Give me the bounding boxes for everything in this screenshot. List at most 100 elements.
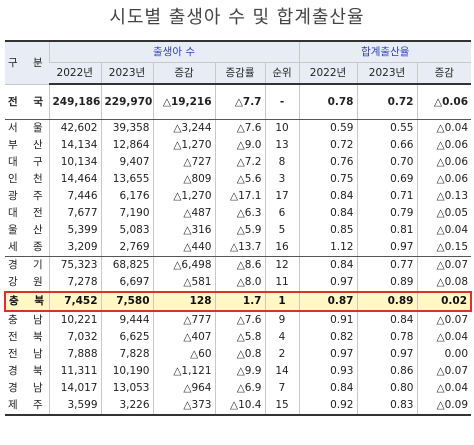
cell-birth-2023: 13,655: [100, 171, 153, 188]
cell-tfr-2023: 0.83: [356, 397, 417, 416]
cell-birth-2023: 10,190: [100, 363, 153, 380]
cell-birth-2022: 7,032: [48, 329, 101, 346]
cell-birth-2022: 42,602: [48, 119, 101, 137]
cell-tfr-2023: 0.55: [356, 119, 417, 137]
table-row: 대 구 10,134 9,407 △727 △7.2 8 0.76 0.70 △0.06: [5, 154, 472, 171]
table-row: 울 산 5,399 5,083 △316 △5.9 5 0.85 0.81 △0.04: [5, 222, 472, 239]
cell-tfr-diff: △0.06: [416, 171, 472, 188]
table-row: 인 천 14,464 13,655 △809 △5.6 3 0.75 0.69 △0.06: [5, 171, 472, 188]
cell-tfr-2023: 0.70: [356, 154, 417, 171]
cell-tfr-diff: △0.04: [416, 380, 472, 397]
cell-birth-2023: 3,226: [100, 397, 153, 416]
cell-tfr-2023: 0.84: [356, 311, 417, 329]
region-cell: 인 천: [8, 173, 49, 185]
cell-birth-rate: △5.6: [214, 171, 265, 188]
cell-tfr-2022: 0.84: [298, 380, 357, 397]
cell-birth-diff: △777: [152, 311, 215, 329]
table-row: 전 남 7,888 7,828 △60 △0.8 2 0.97 0.97 0.00: [5, 346, 472, 363]
header-gubun: 구 분: [5, 40, 49, 85]
table-row: 경 기 75,323 68,825 △6,498 △8.6 12 0.84 0.77 △0.07: [5, 256, 472, 274]
cell-birth-2022: 3,209: [48, 239, 101, 257]
cell-tfr-diff: △0.07: [416, 363, 472, 380]
cell-birth-rate: △9.0: [214, 137, 265, 154]
header-tfr-group: 합계출산율: [298, 40, 472, 63]
cell-birth-2022: 7,677: [48, 205, 101, 222]
header-col: 2022년: [49, 62, 101, 85]
cell-birth-diff: △727: [152, 154, 215, 171]
cell-tfr-diff: △0.07: [416, 256, 472, 274]
cell-tfr-2023: 0.72: [356, 84, 417, 120]
cell-rank: 17: [264, 188, 299, 205]
region-cell: 전 남: [8, 348, 49, 360]
cell-tfr-2022: 0.78: [298, 84, 357, 120]
cell-tfr-diff: △0.04: [416, 329, 472, 346]
cell-birth-2023: 68,825: [100, 256, 153, 274]
cell-birth-2023: 9,444: [100, 311, 153, 329]
cell-tfr-diff: △0.06: [416, 84, 472, 120]
cell-tfr-2023: 0.81: [356, 222, 417, 239]
cell-tfr-2023: 0.66: [356, 137, 417, 154]
header-col: 2023년: [100, 62, 153, 85]
cell-tfr-2022: 0.87: [298, 291, 357, 312]
cell-tfr-diff: △0.06: [416, 154, 472, 171]
cell-tfr-2023: 0.79: [356, 205, 417, 222]
cell-birth-2022: 3,599: [48, 397, 101, 416]
cell-rank: 15: [264, 397, 299, 416]
cell-birth-2023: 7,828: [100, 346, 153, 363]
cell-tfr-diff: △0.04: [416, 222, 472, 239]
cell-birth-rate: △10.4: [214, 397, 265, 416]
cell-birth-rate: △5.8: [214, 329, 265, 346]
cell-tfr-2022: 0.75: [298, 171, 357, 188]
region-cell: 대 구: [8, 156, 49, 168]
cell-rank: 14: [264, 363, 299, 380]
cell-birth-2023: 7,580: [100, 291, 153, 312]
cell-rank: 1: [264, 291, 299, 312]
table-row: 강 원 7,278 6,697 △581 △8.0 11 0.97 0.89 △0.08: [5, 274, 472, 293]
cell-tfr-2023: 0.86: [356, 363, 417, 380]
cell-tfr-2022: 0.85: [298, 222, 357, 239]
cell-birth-2023: 6,697: [100, 274, 153, 293]
cell-birth-rate: △7.6: [214, 119, 265, 137]
cell-tfr-2023: 0.69: [356, 171, 417, 188]
cell-tfr-2023: 0.89: [356, 274, 417, 293]
cell-birth-2022: 7,888: [48, 346, 101, 363]
cell-tfr-diff: △0.04: [416, 119, 472, 137]
cell-birth-2022: 7,278: [48, 274, 101, 293]
cell-birth-2022: 14,464: [48, 171, 101, 188]
cell-tfr-2023: 0.77: [356, 256, 417, 274]
cell-tfr-diff: △0.09: [416, 397, 472, 416]
cell-birth-2022: 7,446: [48, 188, 101, 205]
cell-birth-rate: △13.7: [214, 239, 265, 257]
region-cell: 경 기: [8, 259, 49, 271]
cell-tfr-2023: 0.71: [356, 188, 417, 205]
cell-rank: 12: [264, 256, 299, 274]
cell-rank: 7: [264, 380, 299, 397]
region-cell: 강 원: [5, 274, 49, 293]
cell-tfr-2022: 0.72: [298, 137, 357, 154]
cell-birth-rate: △7.6: [214, 311, 265, 329]
header-col: 증감률: [214, 62, 265, 85]
table-row-total: 전 국 249,186 229,970 △19,216 △7.7 - 0.78 …: [5, 84, 472, 120]
cell-birth-diff: △60: [152, 346, 215, 363]
cell-birth-2023: 6,625: [100, 329, 153, 346]
cell-tfr-2023: 0.89: [356, 291, 417, 312]
cell-tfr-2022: 0.84: [298, 188, 357, 205]
cell-birth-diff: △964: [152, 380, 215, 397]
cell-birth-2023: 13,053: [100, 380, 153, 397]
region-cell: 대 전: [8, 207, 49, 219]
region-cell: 경 남: [8, 382, 49, 394]
cell-rank: 3: [264, 171, 299, 188]
header-col: 증감: [416, 62, 472, 85]
cell-birth-diff: △3,244: [152, 119, 215, 137]
cell-tfr-2022: 0.82: [298, 329, 357, 346]
cell-birth-diff: △373: [152, 397, 215, 416]
cell-birth-rate: 1.7: [214, 291, 265, 312]
cell-tfr-diff: △0.06: [416, 137, 472, 154]
cell-tfr-diff: △0.15: [416, 239, 472, 257]
region-cell: 충 북: [4, 291, 49, 312]
cell-birth-2023: 229,970: [100, 84, 153, 120]
cell-tfr-2023: 0.97: [356, 239, 417, 257]
header-col: 2022년: [298, 62, 357, 85]
cell-birth-2022: 5,399: [48, 222, 101, 239]
region-cell: 세 종: [5, 239, 49, 257]
